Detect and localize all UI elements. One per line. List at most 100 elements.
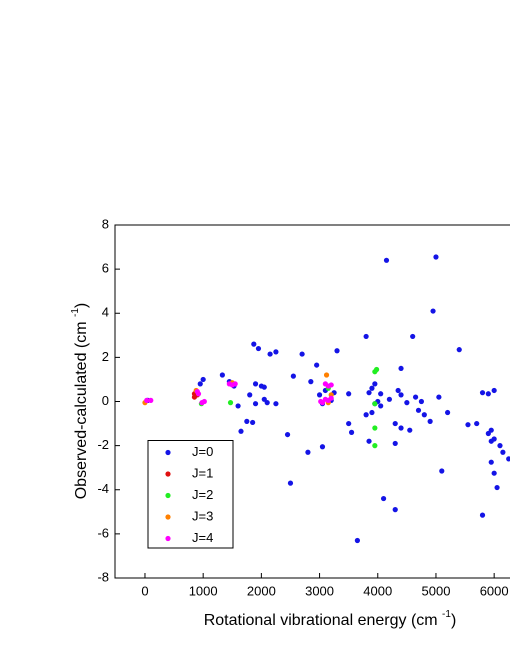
- point: [372, 381, 378, 387]
- legend-label: J=4: [192, 530, 213, 545]
- point: [398, 425, 404, 431]
- point: [252, 401, 259, 407]
- point: [273, 349, 279, 355]
- point: [287, 480, 294, 486]
- point: [500, 449, 506, 455]
- point: [251, 341, 257, 347]
- point: [235, 403, 241, 409]
- y-tick-label: 4: [102, 305, 109, 320]
- point: [244, 418, 250, 424]
- point: [436, 394, 442, 400]
- x-label-end: ): [451, 612, 456, 629]
- legend-marker: [165, 514, 171, 520]
- point: [273, 401, 279, 407]
- point: [386, 396, 393, 402]
- point: [200, 376, 206, 383]
- point: [255, 345, 262, 352]
- x-tick-label: 1000: [189, 583, 218, 598]
- point: [506, 456, 510, 462]
- x-tick-label: 0: [141, 583, 148, 598]
- point: [247, 392, 253, 398]
- x-tick-label: 5000: [422, 583, 451, 598]
- point: [398, 392, 404, 398]
- x-tick-label: 4000: [363, 583, 392, 598]
- point: [363, 333, 369, 340]
- point: [410, 333, 416, 340]
- point: [488, 438, 494, 444]
- x-label-text: Rotational vibrational energy (cm: [204, 612, 438, 629]
- point: [267, 351, 273, 357]
- point: [456, 347, 462, 353]
- y-label-end: ): [73, 303, 90, 308]
- y-tick-label: 6: [102, 261, 109, 276]
- point: [415, 407, 422, 413]
- point: [433, 254, 439, 260]
- point: [485, 391, 491, 397]
- point: [378, 403, 384, 409]
- x-label-sup: -1: [442, 609, 451, 620]
- x-tick-label: 6000: [480, 583, 509, 598]
- point: [144, 397, 150, 403]
- point: [305, 449, 311, 455]
- point: [328, 382, 334, 388]
- point: [201, 398, 207, 405]
- point: [372, 401, 378, 407]
- point: [488, 427, 494, 433]
- point: [238, 428, 244, 434]
- point: [369, 385, 375, 391]
- point: [308, 379, 314, 385]
- point: [421, 412, 427, 418]
- point: [346, 420, 352, 427]
- point: [323, 372, 330, 378]
- y-tick-label: 0: [102, 393, 109, 408]
- point: [290, 373, 296, 379]
- point: [366, 390, 372, 396]
- point: [348, 429, 355, 435]
- point: [491, 470, 497, 476]
- point: [148, 397, 154, 403]
- point: [392, 420, 398, 427]
- point: [299, 351, 305, 357]
- point: [488, 459, 494, 465]
- point: [412, 394, 419, 400]
- point: [334, 348, 340, 354]
- y-label-text: Observed-calculated (cm: [73, 321, 90, 499]
- point: [418, 398, 425, 405]
- point: [363, 412, 369, 418]
- legend-marker: [165, 471, 171, 477]
- legend-marker: [165, 492, 171, 499]
- point: [219, 372, 225, 378]
- y-axis-label: Observed-calculated (cm -1): [70, 303, 91, 500]
- point: [392, 440, 398, 447]
- point: [383, 257, 390, 263]
- point: [346, 391, 352, 397]
- legend-label: J=1: [192, 465, 213, 480]
- point: [195, 391, 202, 397]
- point: [227, 400, 234, 406]
- point: [314, 362, 320, 368]
- point: [319, 444, 326, 450]
- point: [366, 438, 372, 444]
- point: [372, 425, 378, 431]
- point: [378, 391, 384, 397]
- y-tick-label: -6: [97, 525, 109, 540]
- point: [427, 418, 433, 424]
- point: [232, 381, 238, 387]
- point: [430, 308, 436, 314]
- point: [261, 384, 267, 390]
- point: [319, 400, 326, 406]
- point: [252, 381, 259, 387]
- legend-box: [147, 440, 234, 549]
- y-label-sup: -1: [70, 308, 81, 317]
- x-tick-label: 3000: [305, 583, 334, 598]
- legend-marker: [165, 449, 171, 456]
- legend-label: J=3: [192, 508, 213, 523]
- legend-label: J=0: [192, 444, 213, 459]
- y-tick-label: 2: [102, 349, 109, 364]
- point: [445, 409, 451, 416]
- point: [479, 390, 486, 396]
- point: [497, 443, 503, 449]
- point: [494, 484, 500, 491]
- legend-label: J=2: [192, 487, 213, 502]
